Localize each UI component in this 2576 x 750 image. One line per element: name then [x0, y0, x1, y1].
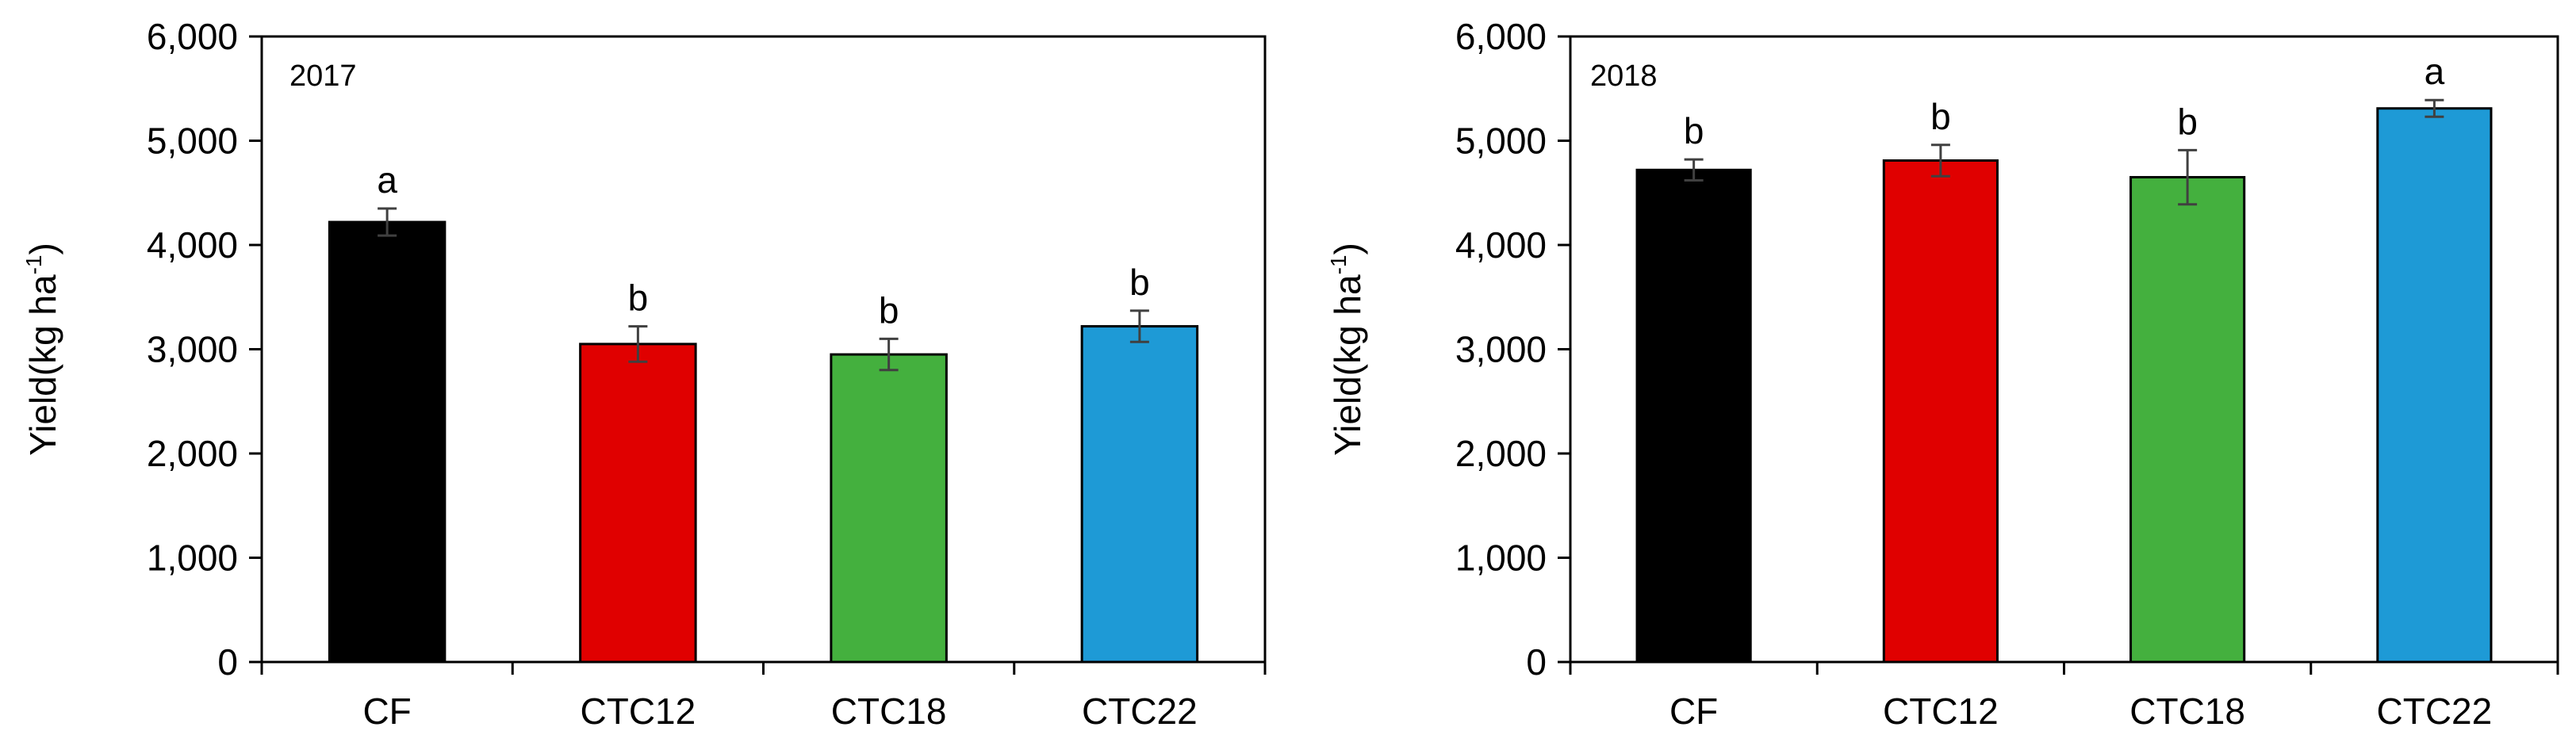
bar-ctc22: [1080, 325, 1199, 664]
y-tick-label: 5,000: [1455, 121, 1547, 162]
y-tick-label: 2,000: [147, 433, 238, 474]
chart-panel-2018: 0 1,000 2,000 3,000 4,000 5,000 6,000 b CF b CTC12…: [1326, 16, 2559, 732]
bar-cf: [328, 220, 447, 664]
significance-label: a: [377, 159, 397, 201]
significance-label: b: [1684, 110, 1704, 151]
x-category-label: CF: [362, 691, 411, 732]
x-category-label: CTC12: [581, 691, 696, 732]
y-axis-title-superscript: -1: [21, 254, 46, 274]
y-tick-label: 1,000: [1455, 538, 1547, 579]
y-tick-label: 2,000: [1455, 433, 1547, 474]
chart-panel-2017: 0 1,000 2,000 3,000 4,000 5,000 6,000 a CF b CTC12…: [21, 16, 1267, 732]
x-category-label: CTC18: [2129, 691, 2245, 732]
significance-label: a: [2425, 51, 2445, 92]
y-axis-title-close: ): [22, 243, 63, 254]
bar-ctc18: [2129, 176, 2246, 664]
bar-ctc18: [830, 353, 948, 664]
bar-ctc12: [1882, 159, 1999, 664]
y-tick-label: 4,000: [1455, 224, 1547, 266]
y-axis-title-close: ): [1327, 243, 1368, 254]
y-tick-label: 1,000: [147, 538, 238, 579]
significance-label: b: [879, 289, 899, 331]
y-axis-title-superscript: -1: [1326, 254, 1351, 274]
y-axis-title: Yield(kg ha-1): [21, 243, 63, 456]
y-tick-label: 0: [1526, 641, 1547, 683]
y-tick-label: 6,000: [147, 16, 238, 57]
y-axis-title-main: Yield(kg ha: [1327, 274, 1368, 456]
significance-label: b: [1129, 262, 1150, 303]
y-tick-label: 3,000: [147, 329, 238, 370]
y-tick-label: 3,000: [1455, 329, 1547, 370]
x-category-label: CTC12: [1883, 691, 1999, 732]
y-tick-label: 0: [217, 641, 238, 683]
x-category-label: CF: [1669, 691, 1718, 732]
y-tick-label: 4,000: [147, 224, 238, 266]
bar-ctc12: [579, 342, 697, 664]
y-tick-label: 6,000: [1455, 16, 1547, 57]
bar-cf: [1635, 168, 1752, 664]
x-category-label: CTC22: [2377, 691, 2493, 732]
significance-label: b: [2177, 101, 2198, 142]
bar-ctc22: [2376, 107, 2493, 664]
panel-title: 2017: [289, 59, 357, 93]
significance-label: b: [628, 277, 649, 319]
significance-label: b: [1930, 96, 1951, 137]
panel-title: 2018: [1590, 59, 1658, 93]
y-axis-title-main: Yield(kg ha: [22, 274, 63, 456]
x-category-label: CTC18: [831, 691, 947, 732]
x-category-label: CTC22: [1082, 691, 1198, 732]
y-axis-title: Yield(kg ha-1): [1326, 243, 1368, 456]
y-tick-label: 5,000: [147, 121, 238, 162]
